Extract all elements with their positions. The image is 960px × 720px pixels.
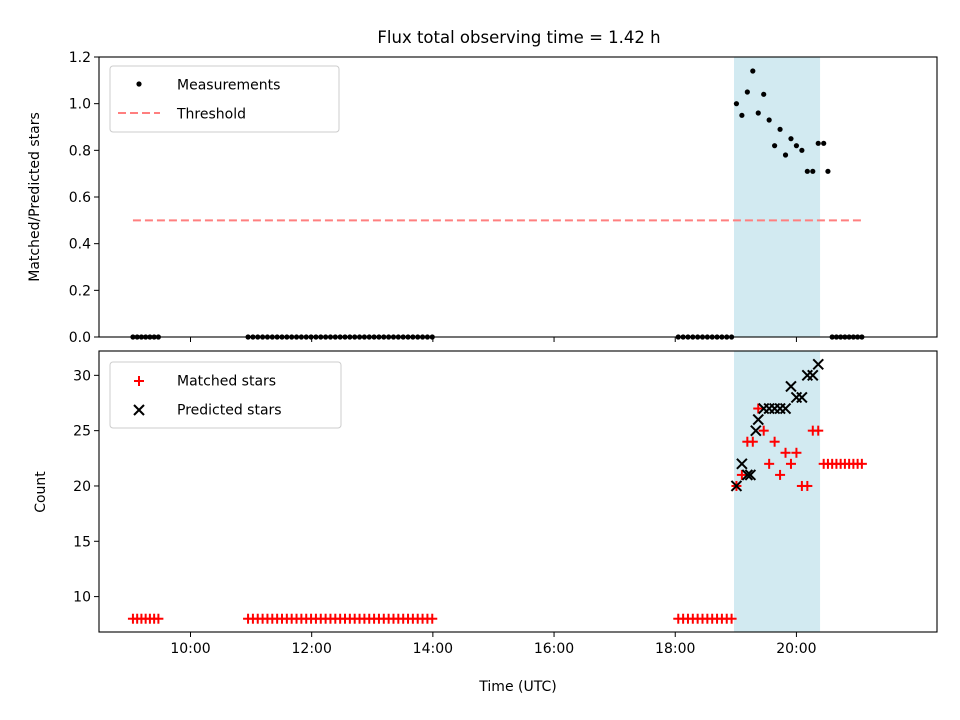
matched-stars-point xyxy=(813,425,824,436)
bottom-panel-marks xyxy=(127,358,867,624)
predicted-stars-point xyxy=(796,391,808,404)
y-tick-label: 0.0 xyxy=(69,330,91,346)
y-tick-label: 15 xyxy=(73,534,91,550)
observing-window-highlight xyxy=(734,351,821,632)
measurement-point xyxy=(777,126,783,132)
y-tick-label: 0.8 xyxy=(69,143,91,159)
predicted-stars-point xyxy=(752,413,764,426)
y-tick-label: 0.4 xyxy=(69,237,91,253)
matched-stars-point xyxy=(753,403,764,414)
bottom-panel-legend: Matched stars Predicted stars xyxy=(109,361,342,429)
predicted-stars-point xyxy=(812,358,824,370)
top-panel-legend: Measurements Threshold xyxy=(109,65,340,133)
predicted-stars-point xyxy=(807,369,819,382)
measurement-point xyxy=(750,68,756,74)
predicted-stars-point xyxy=(730,480,743,492)
legend-measurements-marker xyxy=(136,81,142,87)
measurement-point xyxy=(733,101,740,107)
matched-stars-point xyxy=(758,425,769,436)
y-tick-label: 0.2 xyxy=(69,283,91,299)
legend-measurements-label: Measurements xyxy=(177,78,280,94)
top-panel-y-axis: 0.0 0.2 0.4 0.6 0.8 1.0 1.2 xyxy=(69,50,99,346)
predicted-stars-point xyxy=(779,402,792,415)
matched-stars-point xyxy=(427,613,438,624)
matched-stars-point xyxy=(764,458,775,469)
bottom-panel-x-axis: 10:00 12:00 14:00 16:00 18:00 20:00 xyxy=(170,632,817,657)
measurement-point xyxy=(739,112,745,118)
y-tick-label: 10 xyxy=(73,590,91,606)
measurement-point xyxy=(744,89,750,95)
x-tick-label: 14:00 xyxy=(413,641,453,657)
x-axis-label: Time (UTC) xyxy=(478,679,556,695)
x-tick-label: 20:00 xyxy=(776,641,816,657)
x-tick-label: 16:00 xyxy=(534,641,574,657)
matched-stars-point xyxy=(153,613,164,624)
predicted-stars-point xyxy=(785,380,797,393)
bottom-panel-ylabel: Count xyxy=(33,471,49,513)
legend-predicted-marker xyxy=(133,404,145,416)
matched-stars-point xyxy=(775,469,786,480)
y-tick-label: 1.0 xyxy=(69,97,91,113)
predicted-stars-point xyxy=(736,458,748,470)
matched-stars-point xyxy=(780,447,791,458)
measurement-point xyxy=(782,152,789,158)
matched-stars-point xyxy=(785,458,796,469)
measurement-point xyxy=(772,143,778,149)
measurement-point xyxy=(766,117,772,123)
measurement-point xyxy=(810,168,816,174)
legend-box xyxy=(109,65,340,133)
matched-stars-point xyxy=(802,480,813,491)
measurement-point xyxy=(761,91,767,97)
legend-threshold-label: Threshold xyxy=(176,107,246,123)
measurement-point xyxy=(821,140,827,146)
matched-stars-point xyxy=(747,436,758,447)
measurement-point xyxy=(815,140,821,146)
top-panel-ylabel: Matched/Predicted stars xyxy=(27,112,43,282)
predicted-stars-point xyxy=(741,469,754,481)
x-tick-label: 18:00 xyxy=(655,641,695,657)
y-tick-label: 25 xyxy=(73,424,91,440)
chart-title: Flux total observing time = 1.42 h xyxy=(377,28,660,47)
y-tick-label: 1.2 xyxy=(69,50,91,66)
bottom-panel-y-axis: 10 15 20 25 30 xyxy=(73,368,99,606)
predicted-stars-point xyxy=(744,469,757,481)
y-tick-label: 20 xyxy=(73,479,91,495)
x-tick-label: 10:00 xyxy=(170,641,210,657)
predicted-stars-point xyxy=(750,424,762,437)
matched-stars-point xyxy=(769,436,780,447)
measurement-point xyxy=(804,168,810,174)
measurement-point xyxy=(799,147,805,153)
bottom-panel: 10 15 20 25 30 10:00 12:00 14:00 16:00 18:00 20:0… xyxy=(33,350,938,695)
measurement-point xyxy=(825,168,831,174)
legend-matched-marker xyxy=(134,376,144,386)
y-tick-label: 0.6 xyxy=(69,190,91,206)
observing-window-highlight xyxy=(734,57,821,337)
measurement-point xyxy=(793,143,800,149)
y-tick-label: 30 xyxy=(73,368,91,384)
legend-predicted-label: Predicted stars xyxy=(177,403,282,419)
matched-stars-point xyxy=(856,458,867,469)
bottom-panel-frame xyxy=(98,350,938,633)
top-panel-x-ticks xyxy=(189,337,797,342)
matched-stars-point xyxy=(736,469,747,480)
measurement-point xyxy=(755,110,761,116)
top-panel: 0.0 0.2 0.4 0.6 0.8 1.0 1.2 Matched/Predicted … xyxy=(27,50,938,346)
measurement-point xyxy=(788,136,794,142)
matched-stars-point xyxy=(791,447,802,458)
x-tick-label: 12:00 xyxy=(292,641,332,657)
legend-box xyxy=(109,361,342,429)
legend-matched-label: Matched stars xyxy=(177,374,276,390)
matched-stars-point xyxy=(726,613,737,624)
